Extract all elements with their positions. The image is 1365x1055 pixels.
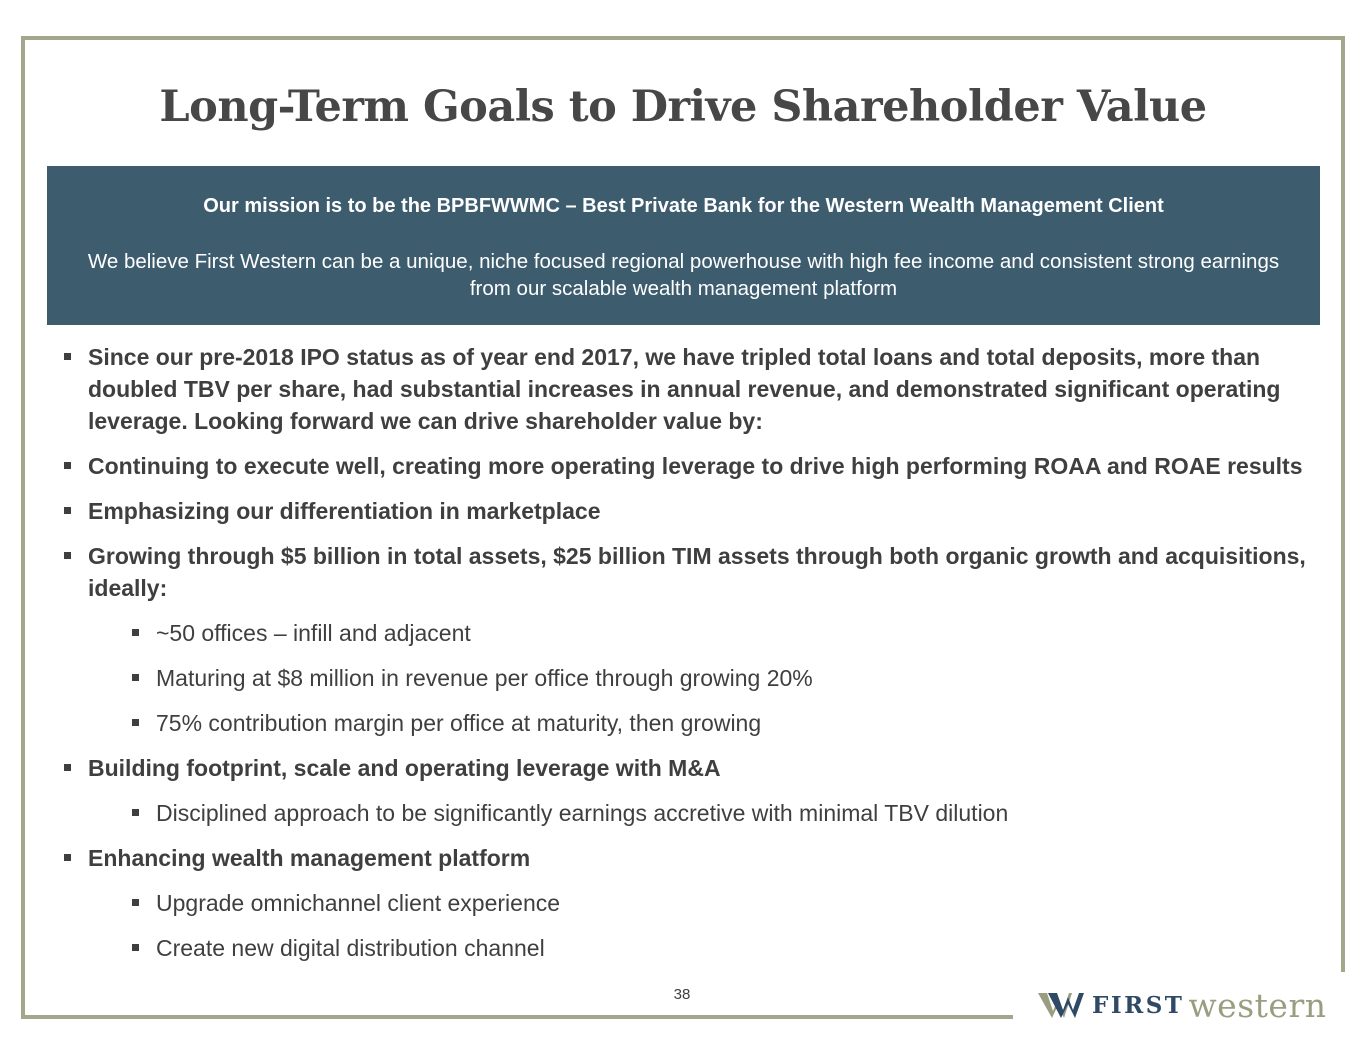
page-number: 38 <box>673 986 691 1003</box>
goal-bullet: Enhancing wealth management platform <box>60 842 1325 874</box>
mission-box: Our mission is to be the BPBFWWMC – Best… <box>47 166 1320 325</box>
goal-text: Building footprint, scale and operating … <box>88 755 721 781</box>
slide-title: Long-Term Goals to Drive Shareholder Val… <box>159 82 1207 132</box>
logo-word-first: FIRST <box>1092 991 1185 1019</box>
goal-sub-bullet: ~50 offices – infill and adjacent <box>128 617 1325 649</box>
goal-text: Since our pre-2018 IPO status as of year… <box>88 344 1281 434</box>
goal-sub-bullet: Upgrade omnichannel client experience <box>128 887 1325 919</box>
logo-word-western: western <box>1188 985 1327 1025</box>
goal-sub-bullet: Maturing at $8 million in revenue per of… <box>128 662 1325 694</box>
sub-goal-text: 75% contribution margin per office at ma… <box>156 710 762 736</box>
w-mark-icon <box>1038 993 1084 1018</box>
goal-text: Growing through $5 billion in total asse… <box>88 543 1306 601</box>
goal-sub-bullet: Create new digital distribution channel <box>128 932 1325 964</box>
square-bullet-icon <box>64 507 71 514</box>
square-bullet-icon <box>132 899 139 906</box>
sub-goal-text: Maturing at $8 million in revenue per of… <box>156 665 813 691</box>
square-bullet-icon <box>64 764 71 771</box>
goal-text: Continuing to execute well, creating mor… <box>88 453 1303 479</box>
goal-sub-bullet: 75% contribution margin per office at ma… <box>128 707 1325 739</box>
square-bullet-icon <box>64 353 71 360</box>
mission-heading: Our mission is to be the BPBFWWMC – Best… <box>203 195 1164 217</box>
mission-statement: We believe First Western can be a unique… <box>87 250 1280 300</box>
goal-bullet: Since our pre-2018 IPO status as of year… <box>60 341 1325 437</box>
slide-frame-left <box>21 36 25 1019</box>
square-bullet-icon <box>64 854 71 861</box>
square-bullet-icon <box>64 552 71 559</box>
slide-frame-top <box>21 36 1345 40</box>
company-logo: FIRST western <box>1038 985 1327 1025</box>
sub-goal-text: Create new digital distribution channel <box>156 935 545 961</box>
square-bullet-icon <box>132 674 139 681</box>
sub-goal-text: Upgrade omnichannel client experience <box>156 890 561 916</box>
sub-goal-text: ~50 offices – infill and adjacent <box>156 620 471 646</box>
goal-text: Emphasizing our differentiation in marke… <box>88 498 601 524</box>
goal-bullet: Continuing to execute well, creating mor… <box>60 450 1325 482</box>
goal-bullet: Growing through $5 billion in total asse… <box>60 540 1325 604</box>
square-bullet-icon <box>64 462 71 469</box>
slide-frame-bottom <box>21 1015 1013 1019</box>
goal-bullet: Building footprint, scale and operating … <box>60 752 1325 784</box>
goal-sub-bullet: Disciplined approach to be significantly… <box>128 797 1325 829</box>
square-bullet-icon <box>132 719 139 726</box>
square-bullet-icon <box>132 629 139 636</box>
square-bullet-icon <box>132 944 139 951</box>
square-bullet-icon <box>132 809 139 816</box>
sub-goal-text: Disciplined approach to be significantly… <box>156 800 1009 826</box>
slide-frame-right <box>1341 36 1345 972</box>
goal-bullet: Emphasizing our differentiation in marke… <box>60 495 1325 527</box>
goal-text: Enhancing wealth management platform <box>88 845 531 871</box>
goals-list: Since our pre-2018 IPO status as of year… <box>60 341 1325 977</box>
